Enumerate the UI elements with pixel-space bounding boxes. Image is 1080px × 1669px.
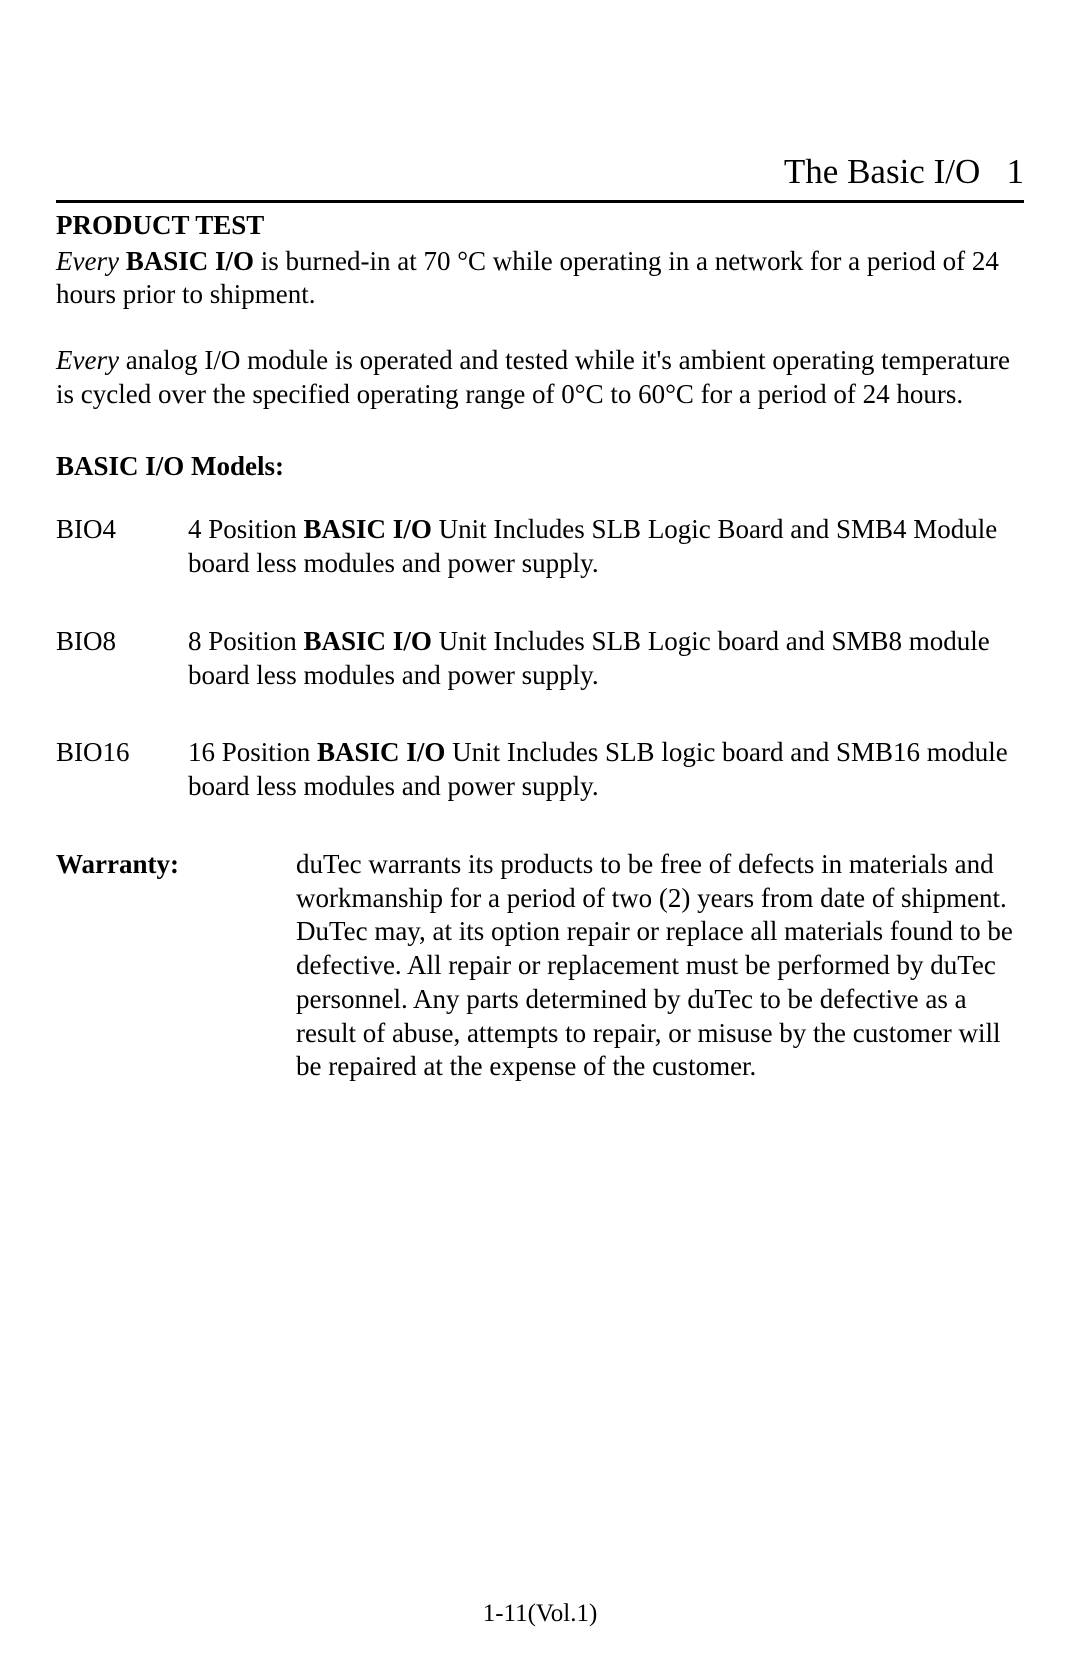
bold-basic-io: BASIC I/O (126, 246, 254, 276)
model-row: BIO4 4 Position BASIC I/O Unit Includes … (56, 513, 1024, 581)
emphasis-every: Every (56, 246, 126, 276)
warranty-label: Warranty: (56, 848, 296, 882)
paragraph-text: analog I/O module is operated and tested… (56, 345, 1010, 409)
model-description: 16 Position BASIC I/O Unit Includes SLB … (188, 736, 1024, 804)
model-row: BIO8 8 Position BASIC I/O Unit Includes … (56, 625, 1024, 693)
model-code: BIO16 (56, 736, 188, 770)
models-heading: BASIC I/O Models: (56, 450, 1024, 484)
bold-basic-io: BASIC I/O (317, 737, 445, 767)
header-title: The Basic I/O (784, 152, 980, 191)
model-row: BIO16 16 Position BASIC I/O Unit Include… (56, 736, 1024, 804)
product-test-paragraph-2: Every analog I/O module is operated and … (56, 344, 1024, 412)
page-footer: 1-11(Vol.1) (0, 1598, 1080, 1629)
model-code: BIO4 (56, 513, 188, 547)
page: The Basic I/O 1 PRODUCT TEST Every BASIC… (0, 0, 1080, 1669)
model-desc-pre: 8 Position (188, 626, 304, 656)
emphasis-every: Every (56, 345, 119, 375)
warranty-text: duTec warrants its products to be free o… (296, 848, 1024, 1084)
warranty-row: Warranty: duTec warrants its products to… (56, 848, 1024, 1084)
product-test-paragraph-1: Every BASIC I/O is burned-in at 70 °C wh… (56, 245, 1024, 313)
product-test-heading: PRODUCT TEST (56, 209, 1024, 243)
model-desc-pre: 4 Position (188, 514, 304, 544)
model-description: 8 Position BASIC I/O Unit Includes SLB L… (188, 625, 1024, 693)
spacer (56, 312, 1024, 342)
model-description: 4 Position BASIC I/O Unit Includes SLB L… (188, 513, 1024, 581)
header-chapter-number: 1 (1007, 152, 1025, 191)
model-code: BIO8 (56, 625, 188, 659)
page-header: The Basic I/O 1 (56, 150, 1024, 203)
model-desc-pre: 16 Position (188, 737, 317, 767)
bold-basic-io: BASIC I/O (304, 626, 432, 656)
bold-basic-io: BASIC I/O (304, 514, 432, 544)
